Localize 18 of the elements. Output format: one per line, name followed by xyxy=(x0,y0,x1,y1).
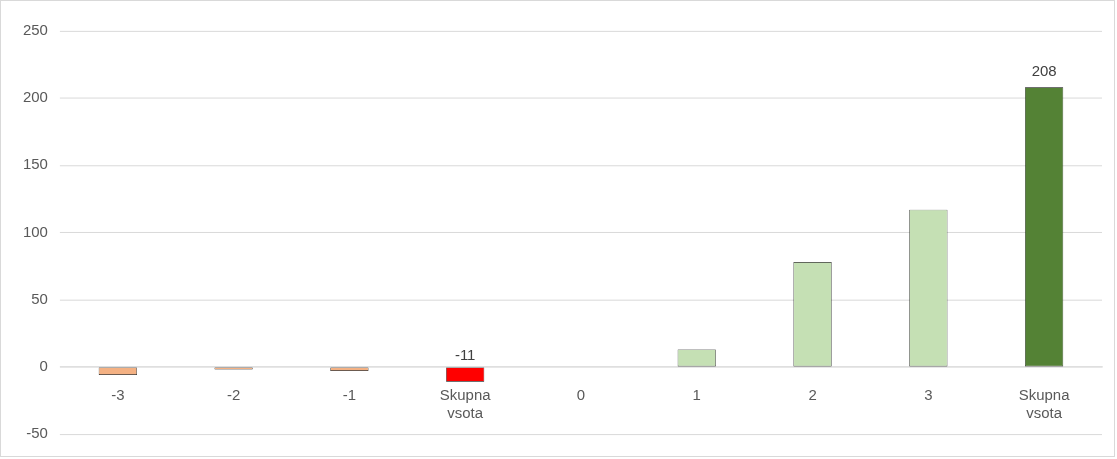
y-tick-label: 100 xyxy=(22,222,48,240)
x-tick-label: 1 xyxy=(692,385,701,403)
x-tick-label: 0 xyxy=(576,385,586,403)
x-tick-label: Skupna vsota xyxy=(439,385,492,421)
data-label: 208 xyxy=(1031,62,1057,80)
x-tick-label: 2 xyxy=(808,385,817,403)
x-tick-label: Skupna vsota xyxy=(1018,385,1071,421)
y-tick-label: 50 xyxy=(31,289,48,307)
x-tick-label: -1 xyxy=(342,385,357,403)
y-tick-label: 150 xyxy=(22,155,48,173)
y-tick-label: 0 xyxy=(39,357,48,375)
y-tick-label: 200 xyxy=(22,88,48,106)
x-tick-label: -2 xyxy=(226,385,241,403)
y-tick-label: 250 xyxy=(22,21,48,38)
x-tick-label: 3 xyxy=(924,385,933,403)
x-tick-label: -3 xyxy=(111,385,125,403)
data-label: -11 xyxy=(454,345,476,363)
y-tick-label: -50 xyxy=(26,424,48,442)
